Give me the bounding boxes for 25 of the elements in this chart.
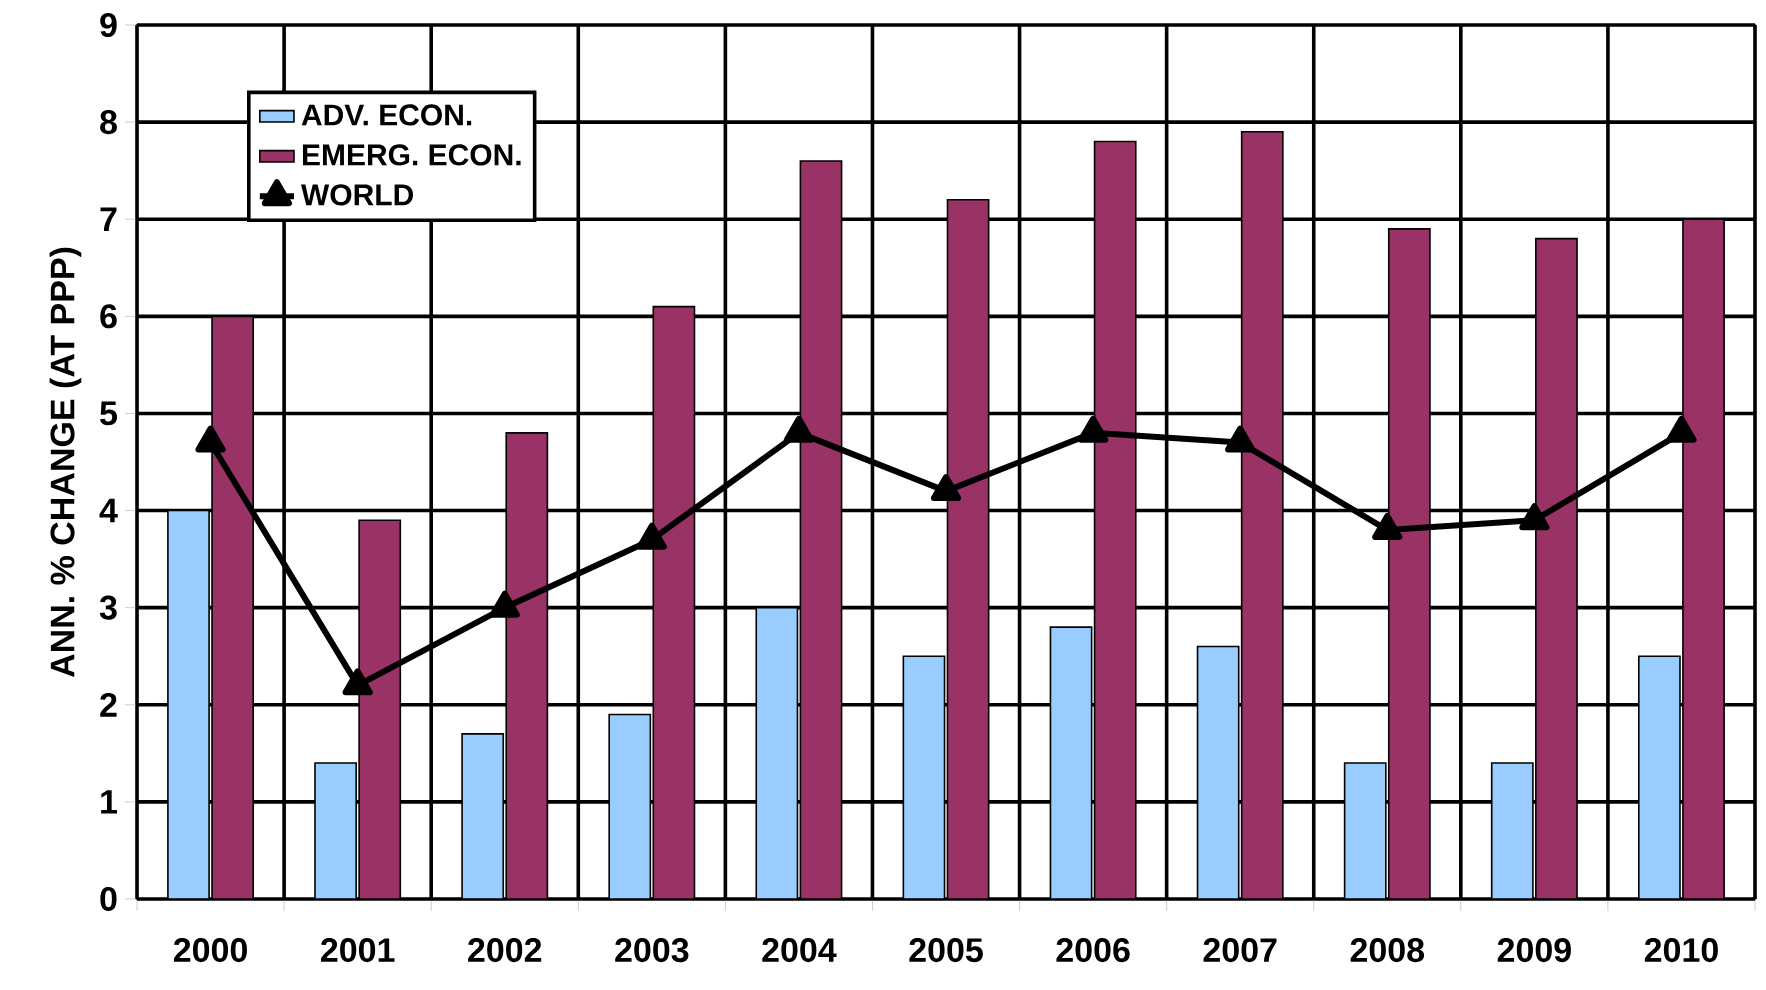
y-tick-label: 0 <box>100 886 117 912</box>
x-tick-label: 2004 <box>762 938 837 963</box>
x-tick-label: 2008 <box>1350 938 1425 963</box>
x-tick-label: 2010 <box>1644 938 1718 963</box>
legend-label: WORLD <box>301 184 413 206</box>
x-tick-label: 2007 <box>1203 938 1277 963</box>
x-tick-label: 2003 <box>615 938 689 963</box>
x-tick-label: 2002 <box>468 938 542 963</box>
y-tick-label: 6 <box>100 304 117 329</box>
x-tick-label: 2006 <box>1056 938 1130 963</box>
x-tick-label: 2005 <box>909 938 983 963</box>
x-tick-label: 2000 <box>173 938 247 963</box>
y-tick-label: 3 <box>99 595 117 620</box>
y-tick-label: 8 <box>100 110 117 135</box>
y-tick-label: 1 <box>101 790 118 814</box>
legend-label: ADV. ECON. <box>301 104 472 126</box>
y-tick-label: 7 <box>100 207 117 231</box>
x-tick-label: 2009 <box>1497 938 1571 963</box>
y-tick-label: 5 <box>100 401 118 426</box>
legend-label: EMERG. ECON. <box>302 144 521 166</box>
y-tick-label: 9 <box>100 12 117 38</box>
y-tick-label: 2 <box>100 692 117 717</box>
y-axis-title: ANN. % CHANGE (AT PPP) <box>49 247 82 678</box>
y-tick-label: 4 <box>99 498 118 523</box>
x-tick-label: 2001 <box>321 938 395 963</box>
